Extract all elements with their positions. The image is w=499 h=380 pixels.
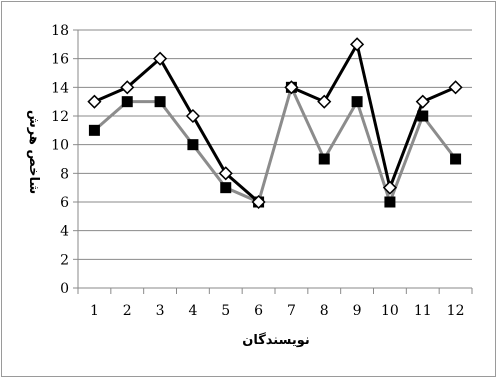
- x-tick-label: 7: [287, 303, 296, 319]
- data-point-diamond: [415, 94, 430, 109]
- y-tick-label: 2: [60, 252, 69, 268]
- x-tick-label: 5: [221, 303, 230, 319]
- y-tick-label: 0: [60, 281, 69, 297]
- data-point-square: [121, 96, 133, 108]
- data-point-diamond: [87, 94, 102, 109]
- axes: [73, 29, 473, 294]
- y-tick-label: 6: [60, 195, 69, 211]
- data-point-square: [318, 153, 330, 165]
- y-tick-label: 12: [51, 109, 69, 125]
- data-point-square: [220, 182, 232, 194]
- series-line: [290, 42, 457, 190]
- data-point-diamond: [120, 80, 135, 95]
- data-point-diamond: [185, 108, 200, 124]
- gridlines: [78, 29, 472, 260]
- y-axis-label: شاخص هرش: [26, 110, 41, 194]
- y-tick-label: 8: [60, 166, 69, 182]
- data-point-diamond: [284, 80, 299, 95]
- data-point-diamond: [382, 180, 397, 195]
- y-tick-labels: 0 2 4 6 8 10 12 14 16 18: [51, 23, 69, 297]
- data-point-diamond: [218, 166, 233, 181]
- data-point-square: [384, 196, 396, 208]
- x-tick-label: 4: [188, 303, 197, 319]
- data-point-square: [417, 110, 429, 122]
- data-point-square: [154, 96, 166, 108]
- data-point-diamond: [317, 94, 332, 109]
- x-tick-label: 1: [90, 303, 99, 319]
- data-point-diamond: [251, 194, 266, 210]
- x-tick-label: 6: [254, 303, 263, 319]
- x-tick-label: 9: [353, 303, 362, 319]
- x-tick-label: 11: [414, 303, 432, 319]
- y-tick-label: 18: [51, 23, 69, 39]
- x-tick-label: 8: [320, 303, 329, 319]
- x-tick-label: 2: [123, 303, 132, 319]
- x-tick-label: 10: [381, 303, 399, 319]
- data-point-diamond: [350, 37, 365, 52]
- x-axis-label: نویسندگان: [242, 332, 310, 348]
- data-point-diamond: [153, 51, 168, 66]
- data-point-square: [351, 96, 363, 108]
- x-tick-labels: 1 2 3 4 5 6 7 8 9 10 11 12: [90, 303, 465, 319]
- y-tick-label: 4: [60, 224, 69, 240]
- data-point-square: [450, 153, 462, 165]
- x-tick-label: 3: [156, 303, 165, 319]
- x-tick-label: 12: [447, 303, 465, 319]
- data-point-square: [88, 124, 100, 136]
- series-line: [93, 57, 260, 204]
- y-tick-label: 14: [51, 80, 69, 96]
- data-point-square: [187, 139, 199, 151]
- series-group: [87, 37, 463, 210]
- data-point-diamond: [448, 80, 463, 95]
- y-tick-label: 16: [51, 52, 69, 68]
- y-tick-label: 10: [51, 138, 69, 154]
